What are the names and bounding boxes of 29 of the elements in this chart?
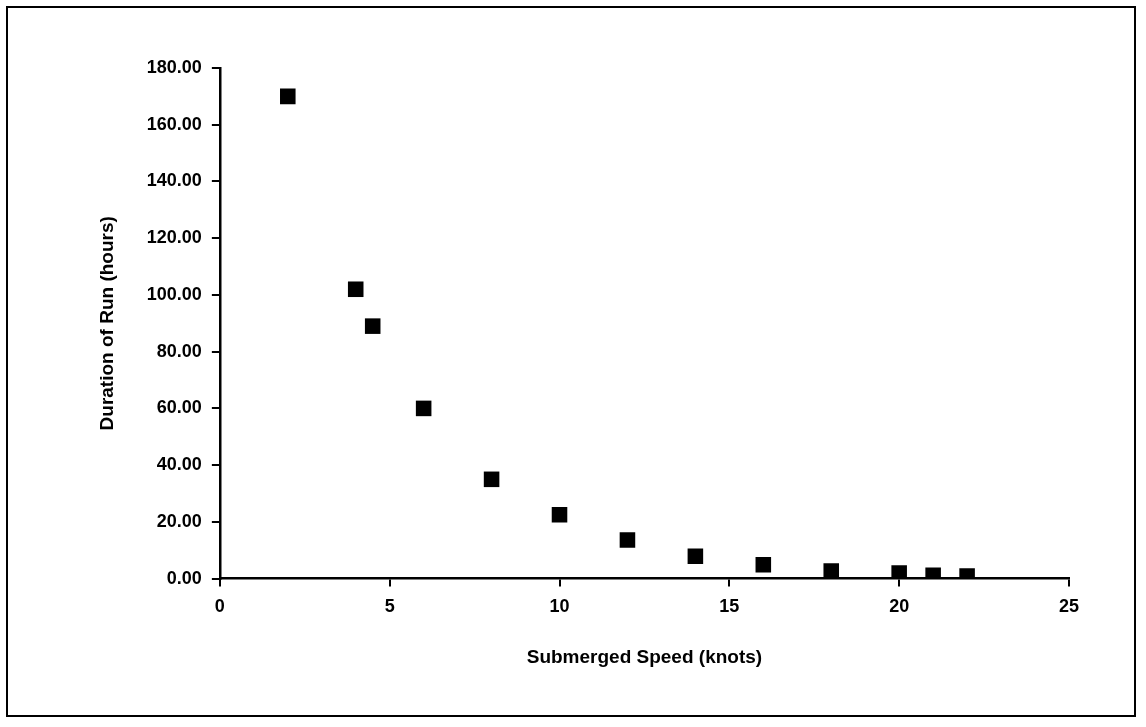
y-tick-label: 40.00 bbox=[156, 454, 202, 475]
x-tick-label: 10 bbox=[549, 596, 570, 617]
point bbox=[687, 548, 704, 564]
point bbox=[755, 556, 772, 573]
x-axis-title: Submerged Speed (knots) bbox=[526, 645, 763, 667]
y-tick-label: 140.00 bbox=[146, 170, 202, 191]
x-tick-label: 5 bbox=[384, 596, 395, 617]
y-tick-label: 180.00 bbox=[146, 56, 202, 77]
point bbox=[619, 532, 636, 548]
x-tick-label: 20 bbox=[889, 596, 910, 617]
point bbox=[280, 88, 296, 105]
point bbox=[891, 565, 907, 579]
point bbox=[551, 507, 568, 523]
x-tick-label: 25 bbox=[1058, 596, 1080, 617]
point bbox=[415, 400, 432, 417]
y-tick-label: 60.00 bbox=[156, 397, 202, 418]
y-tick-label: 80.00 bbox=[156, 340, 202, 361]
y-tick-label: 120.00 bbox=[146, 227, 202, 248]
y-tick-label: 0.00 bbox=[166, 567, 202, 588]
y-tick-label: 100.00 bbox=[146, 283, 202, 304]
x-tick-label: 0 bbox=[214, 596, 225, 617]
point bbox=[347, 281, 364, 298]
point bbox=[364, 318, 381, 334]
point bbox=[823, 563, 840, 579]
point bbox=[483, 471, 500, 488]
y-axis-title: Duration of Run (hours) bbox=[95, 216, 117, 431]
y-tick-label: 20.00 bbox=[156, 510, 202, 531]
x-tick-label: 15 bbox=[719, 596, 740, 617]
y-tick-label: 160.00 bbox=[146, 113, 202, 134]
